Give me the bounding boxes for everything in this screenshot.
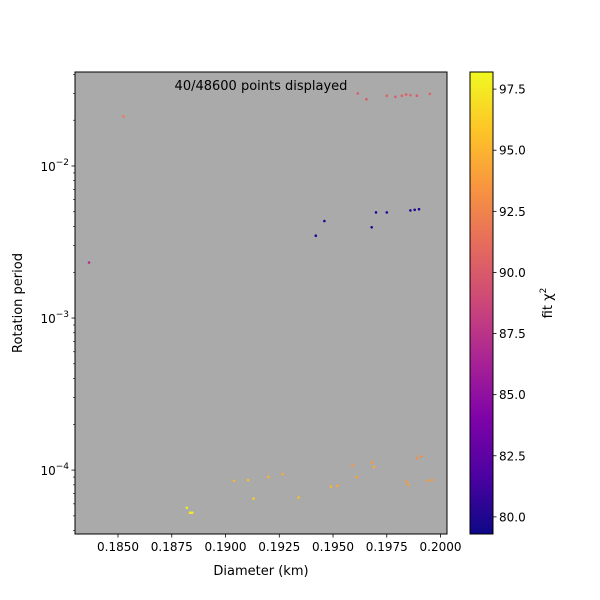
data-point — [415, 456, 419, 460]
colorbar-tick-label: 87.5 — [499, 327, 526, 341]
data-point — [430, 478, 434, 482]
data-point — [372, 465, 376, 469]
x-tick-label: 0.1900 — [205, 540, 247, 554]
data-point — [404, 480, 408, 483]
colorbar-tick-label: 90.0 — [499, 266, 526, 280]
data-point — [122, 115, 125, 118]
data-point — [409, 209, 412, 212]
y-tick-label-exponent: −2 — [56, 158, 69, 168]
y-tick-label-exponent: −3 — [56, 310, 69, 320]
plot-background — [75, 72, 447, 534]
data-point — [355, 475, 359, 479]
data-point — [297, 496, 300, 499]
y-tick-label-base: 10 — [40, 312, 55, 326]
x-tick-label: 0.2000 — [420, 540, 462, 554]
data-point — [385, 211, 389, 214]
data-point — [385, 94, 389, 97]
x-axis: 0.1850 0.1875 0.1900 0.1925 0.1950 0.1975 0.20… — [97, 534, 462, 554]
data-point — [246, 478, 250, 482]
data-point — [365, 97, 368, 101]
data-point — [417, 207, 421, 211]
colorbar-tick-label: 92.5 — [499, 205, 526, 219]
plot-frame — [74, 71, 448, 535]
data-point — [185, 506, 189, 510]
data-point — [400, 94, 404, 97]
data-point — [419, 455, 423, 458]
colorbar-tick-label: 85.0 — [499, 388, 526, 402]
data-point — [190, 511, 194, 514]
x-axis-label: Diameter (km) — [213, 564, 308, 579]
data-point — [370, 226, 374, 229]
data-point — [428, 92, 432, 96]
colorbar-tick-label: 95.0 — [499, 144, 526, 158]
colorbar-ticks: 80.0 82.5 85.0 87.5 90.0 92.5 95.0 97.5 — [493, 83, 526, 524]
data-point — [413, 208, 417, 212]
data-point — [426, 479, 429, 483]
y-axis: 10−410−310−2 — [40, 74, 75, 531]
data-point — [267, 475, 270, 479]
data-point — [188, 511, 192, 514]
data-point — [404, 93, 408, 96]
colorbar-label-superscript: 2 — [539, 288, 549, 294]
data-point — [415, 94, 419, 97]
y-tick-label-base: 10 — [40, 160, 55, 174]
data-point — [374, 211, 378, 214]
x-tick-label: 0.1975 — [366, 540, 408, 554]
data-point — [281, 472, 284, 476]
data-point — [329, 485, 333, 488]
data-point — [407, 483, 410, 487]
y-axis-label: Rotation period — [11, 253, 26, 353]
data-point — [87, 261, 91, 264]
data-point — [409, 93, 412, 97]
data-point — [252, 497, 255, 500]
data-points-layer — [87, 92, 434, 514]
x-tick-label: 0.1925 — [258, 540, 300, 554]
data-point — [314, 234, 318, 237]
data-point — [336, 484, 339, 488]
colorbar-label-main: fit χ — [541, 293, 556, 318]
x-tick-label: 0.1950 — [312, 540, 354, 554]
data-point — [356, 92, 360, 95]
data-point — [323, 219, 326, 223]
y-tick-label-base: 10 — [40, 464, 55, 478]
data-point — [370, 461, 374, 464]
y-tick-label-exponent: −4 — [56, 462, 70, 472]
colorbar-tick-label: 80.0 — [499, 510, 526, 524]
colorbar-tick-label: 97.5 — [499, 83, 526, 97]
colorbar-label: fit χ2 — [539, 288, 556, 319]
y-tick-label: 10−2 — [40, 158, 69, 174]
points-displayed-annotation: 40/48600 points displayed — [175, 79, 348, 94]
data-point — [351, 464, 354, 467]
data-point — [232, 479, 236, 483]
x-tick-label: 0.1850 — [97, 540, 139, 554]
colorbar-tick-label: 82.5 — [499, 449, 526, 463]
y-tick-label: 10−4 — [40, 462, 69, 478]
x-tick-label: 0.1875 — [151, 540, 193, 554]
colorbar-frame — [469, 71, 494, 535]
y-tick-label: 10−3 — [40, 310, 69, 326]
data-point — [394, 95, 397, 99]
colorbar-gradient — [470, 72, 493, 534]
